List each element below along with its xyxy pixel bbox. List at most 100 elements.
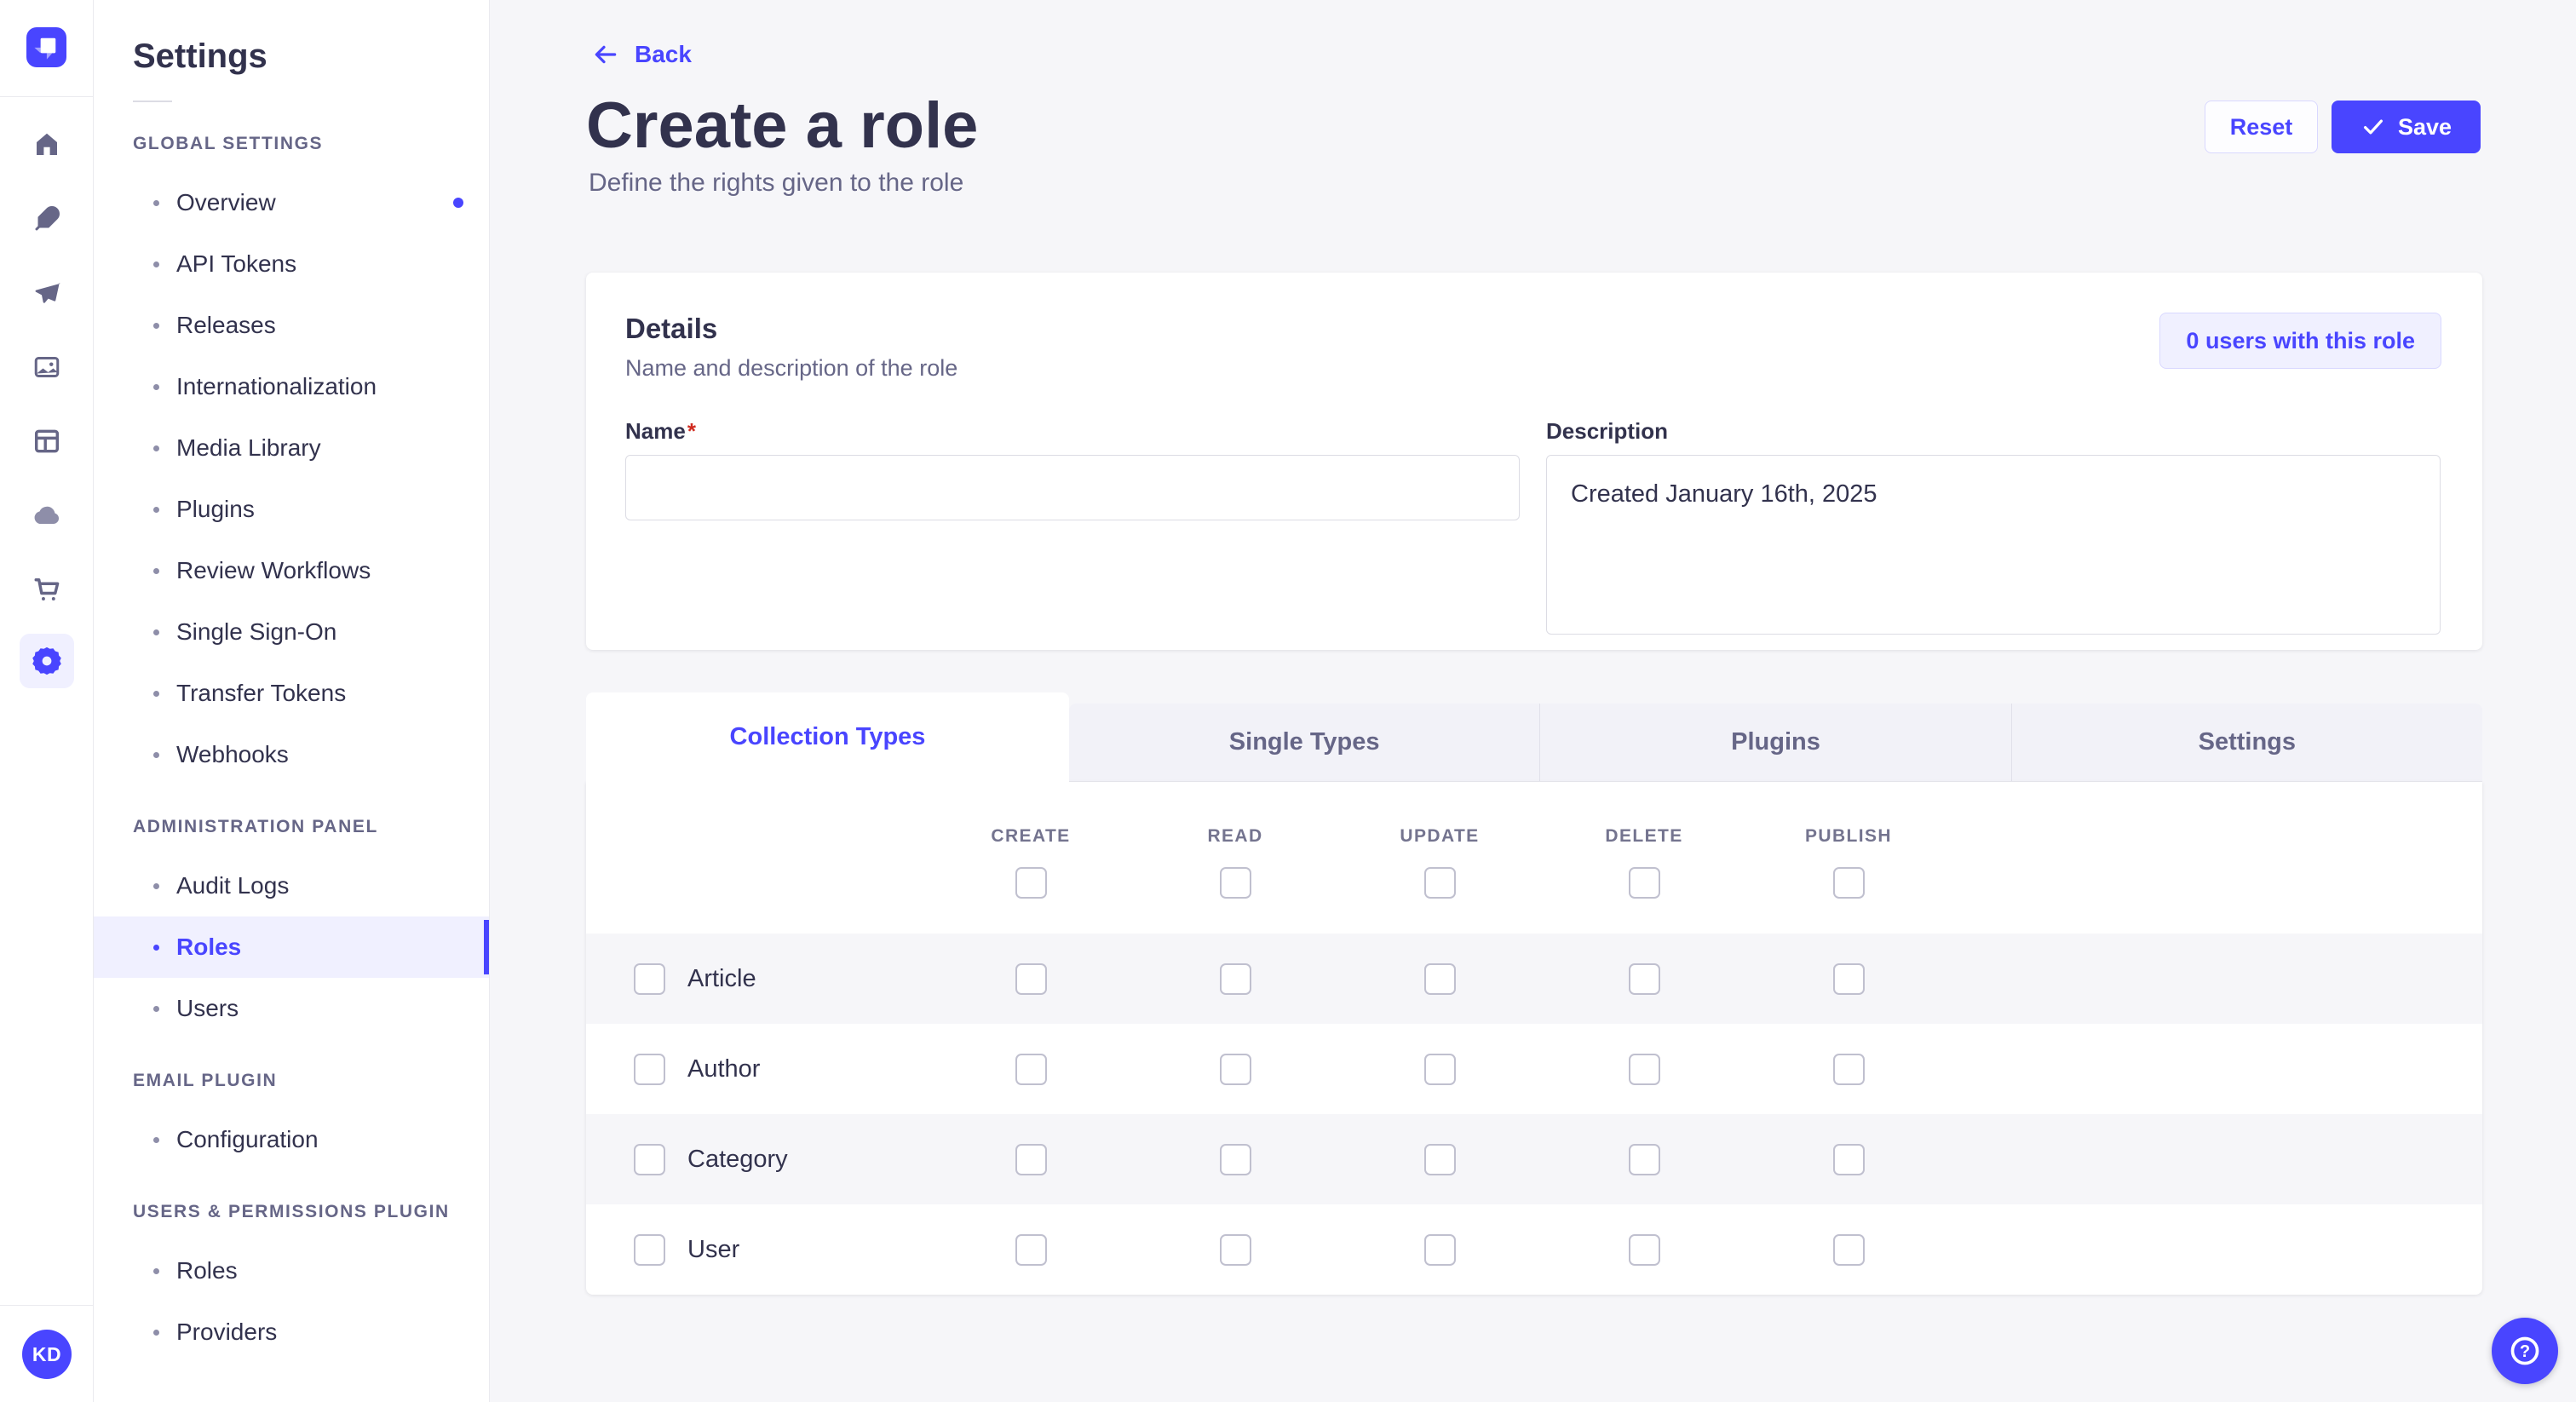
main-content: Back Create a role Define the rights giv… [491, 0, 2576, 1402]
sidebar-item-media-library[interactable]: Media Library [94, 417, 489, 479]
select-all-update-checkbox[interactable] [1423, 867, 1456, 899]
author-publish-checkbox[interactable] [1832, 1053, 1865, 1085]
details-card: Details Name and description of the role… [586, 273, 2482, 650]
layout-icon[interactable] [32, 426, 62, 457]
category-read-checkbox[interactable] [1219, 1143, 1251, 1175]
rail-divider [0, 96, 93, 97]
author-delete-checkbox[interactable] [1628, 1053, 1660, 1085]
sidebar-title: Settings [133, 37, 267, 75]
sidebar-item-single-sign-on[interactable]: Single Sign-On [94, 601, 489, 663]
save-label: Save [2397, 113, 2452, 140]
category-create-checkbox[interactable] [1015, 1143, 1047, 1175]
tab-single-types[interactable]: Single Types [1228, 728, 1380, 756]
sidebar-item-users[interactable]: Users [94, 978, 489, 1039]
back-link[interactable]: Back [592, 41, 692, 68]
cart-icon[interactable] [32, 574, 62, 605]
author-create-checkbox[interactable] [1015, 1053, 1047, 1085]
section-label-users-permissions-plugin: USERS & PERMISSIONS PLUGIN [133, 1202, 450, 1221]
required-asterisk: * [687, 418, 696, 444]
sidebar-item-roles-active[interactable]: Roles [94, 916, 489, 978]
row-select-checkbox[interactable] [634, 1143, 665, 1175]
column-header-publish: PUBLISH [1805, 826, 1892, 846]
strapi-logo-icon [34, 37, 56, 60]
article-create-checkbox[interactable] [1015, 962, 1047, 995]
select-all-create-checkbox[interactable] [1015, 867, 1047, 899]
author-read-checkbox[interactable] [1219, 1053, 1251, 1085]
sidebar-title-divider [133, 101, 172, 102]
sidebar-item-configuration[interactable]: Configuration [94, 1109, 489, 1170]
sidebar-item-label: Providers [176, 1319, 278, 1345]
paper-plane-icon[interactable] [32, 278, 62, 308]
reset-button[interactable]: Reset [2205, 101, 2318, 153]
sidebar-item-releases[interactable]: Releases [94, 295, 489, 356]
sidebar-item-review-workflows[interactable]: Review Workflows [94, 540, 489, 601]
article-read-checkbox[interactable] [1219, 962, 1251, 995]
inactive-tabs-group: Single Types Plugins Settings [1069, 704, 2482, 782]
tab-plugins[interactable]: Plugins [1539, 704, 2010, 781]
bullet-icon [153, 1329, 159, 1336]
sidebar-item-label: Configuration [176, 1126, 319, 1152]
article-delete-checkbox[interactable] [1628, 962, 1660, 995]
users-with-role-badge[interactable]: 0 users with this role [2159, 313, 2441, 369]
category-update-checkbox[interactable] [1423, 1143, 1456, 1175]
user-create-checkbox[interactable] [1015, 1233, 1047, 1266]
description-textarea[interactable]: Created January 16th, 2025 [1546, 455, 2441, 635]
media-library-icon[interactable] [32, 352, 62, 382]
row-select-checkbox[interactable] [634, 1053, 665, 1085]
row-select-checkbox[interactable] [634, 962, 665, 995]
sidebar-item-audit-logs[interactable]: Audit Logs [94, 855, 489, 916]
strapi-logo[interactable] [26, 27, 66, 67]
bullet-icon [153, 882, 159, 889]
sidebar-item-label: Overview [176, 189, 276, 215]
svg-text:?: ? [2520, 1342, 2530, 1361]
description-field-group: Description Created January 16th, 2025 [1546, 417, 2441, 639]
sidebar-item-plugins[interactable]: Plugins [94, 479, 489, 540]
cloud-icon[interactable] [32, 500, 62, 531]
save-button[interactable]: Save [2332, 101, 2481, 153]
help-button[interactable]: ? [2492, 1318, 2558, 1384]
page-title: Create a role [586, 89, 979, 162]
category-publish-checkbox[interactable] [1832, 1143, 1865, 1175]
sidebar-item-api-tokens[interactable]: API Tokens [94, 233, 489, 295]
sidebar-item-transfer-tokens[interactable]: Transfer Tokens [94, 663, 489, 724]
sidebar-item-up-roles[interactable]: Roles [94, 1240, 489, 1301]
avatar[interactable]: KD [22, 1330, 72, 1379]
home-icon[interactable] [32, 129, 62, 160]
sidebar-item-label: Releases [176, 312, 276, 338]
select-all-delete-checkbox[interactable] [1628, 867, 1660, 899]
user-update-checkbox[interactable] [1423, 1233, 1456, 1266]
back-label: Back [635, 41, 692, 67]
user-publish-checkbox[interactable] [1832, 1233, 1865, 1266]
feather-icon[interactable] [32, 204, 62, 234]
user-delete-checkbox[interactable] [1628, 1233, 1660, 1266]
article-publish-checkbox[interactable] [1832, 962, 1865, 995]
category-delete-checkbox[interactable] [1628, 1143, 1660, 1175]
rail-bottom-divider [0, 1305, 93, 1306]
table-row-author: Author [586, 1024, 2482, 1114]
settings-gear-icon[interactable] [19, 634, 74, 688]
permissions-tabs: Collection Types Single Types Plugins Se… [586, 692, 2482, 782]
name-label: Name* [625, 418, 696, 444]
table-row-user: User [586, 1204, 2482, 1295]
table-row-article: Article [586, 934, 2482, 1024]
select-all-read-checkbox[interactable] [1219, 867, 1251, 899]
section-label-email-plugin: EMAIL PLUGIN [133, 1071, 278, 1090]
sidebar-item-internationalization[interactable]: Internationalization [94, 356, 489, 417]
sidebar-item-label: Webhooks [176, 741, 289, 767]
select-all-publish-checkbox[interactable] [1832, 867, 1865, 899]
row-label: Article [687, 964, 756, 992]
sidebar-item-overview[interactable]: Overview [94, 172, 489, 233]
bullet-icon [153, 1005, 159, 1012]
column-header-delete: DELETE [1605, 826, 1683, 846]
row-select-checkbox[interactable] [634, 1233, 665, 1266]
sidebar-item-providers[interactable]: Providers [94, 1301, 489, 1363]
question-mark-icon: ? [2510, 1336, 2539, 1365]
sidebar-item-webhooks[interactable]: Webhooks [94, 724, 489, 785]
user-read-checkbox[interactable] [1219, 1233, 1251, 1266]
tab-settings[interactable]: Settings [2010, 704, 2482, 781]
section-label-administration-panel: ADMINISTRATION PANEL [133, 817, 378, 836]
article-update-checkbox[interactable] [1423, 962, 1456, 995]
author-update-checkbox[interactable] [1423, 1053, 1456, 1085]
name-input[interactable] [625, 455, 1520, 520]
tab-collection-types[interactable]: Collection Types [586, 692, 1069, 782]
